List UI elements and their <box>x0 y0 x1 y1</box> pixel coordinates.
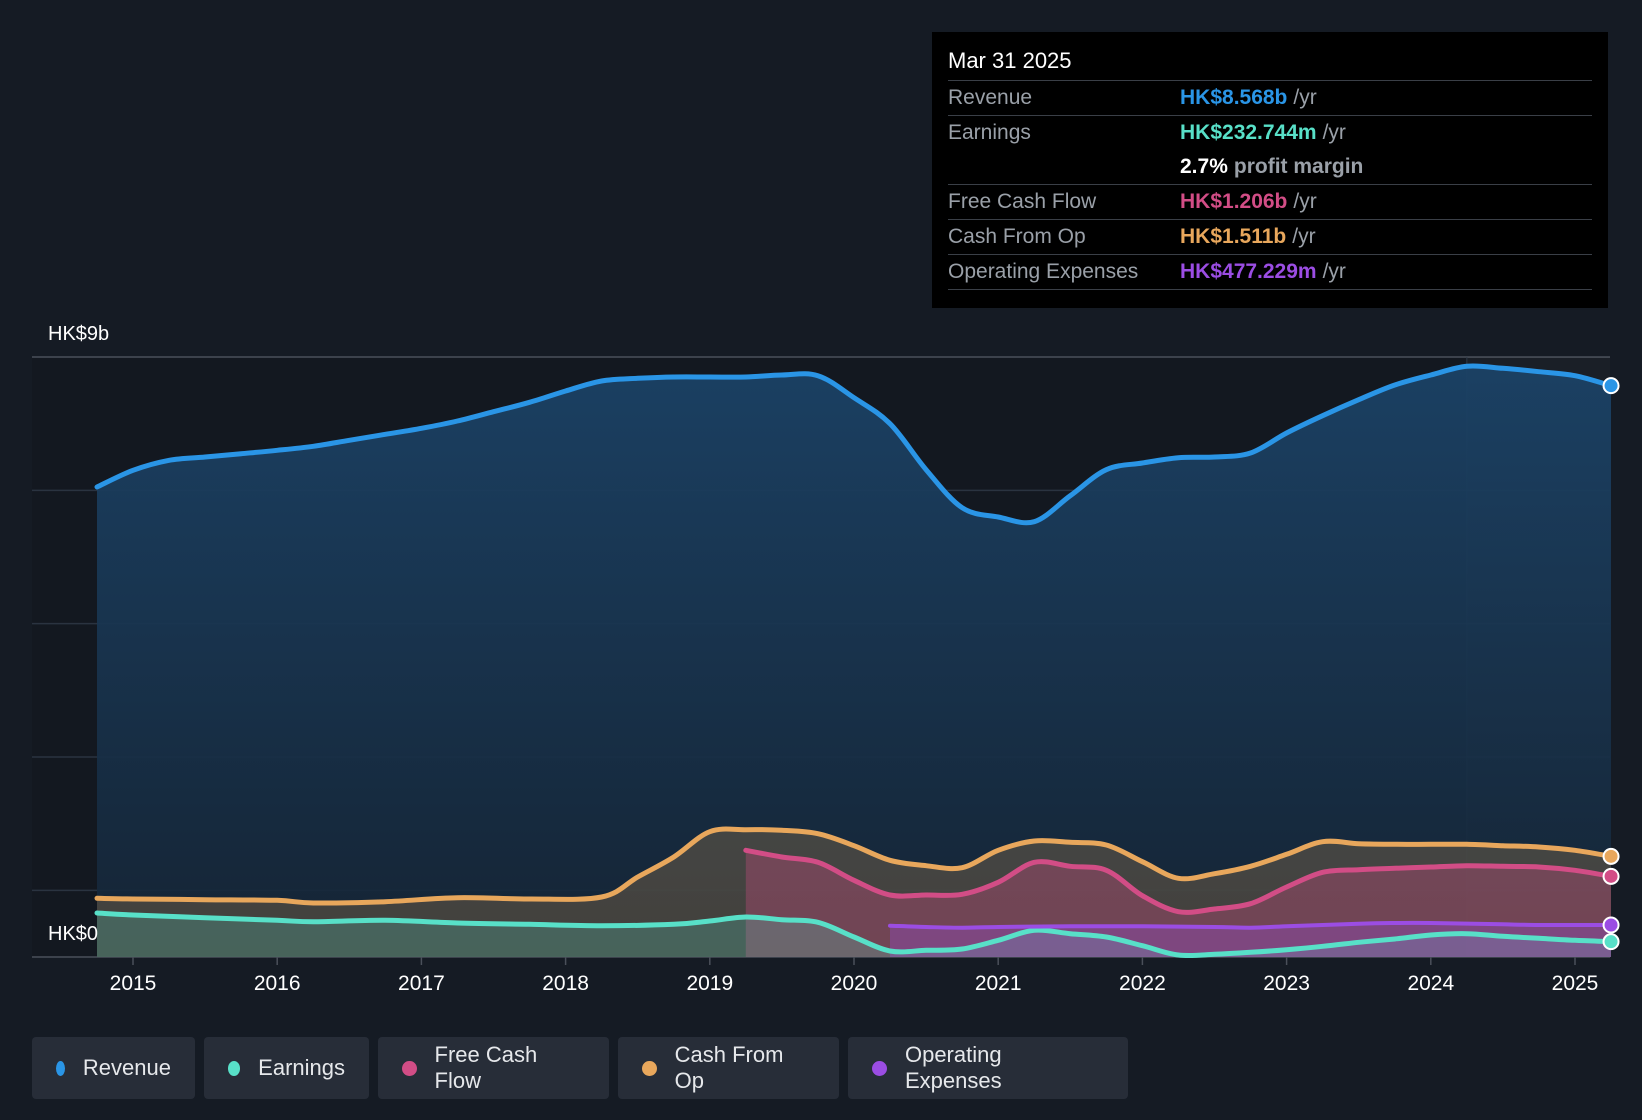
tooltip-unit: /yr <box>1322 121 1346 144</box>
legend-item-operating-expenses[interactable]: Operating Expenses <box>848 1037 1128 1099</box>
revenue-end-marker <box>1602 377 1620 395</box>
tooltip-date: Mar 31 2025 <box>948 46 1592 81</box>
legend-item-revenue[interactable]: Revenue <box>32 1037 195 1099</box>
tooltip-label: Cash From Op <box>948 225 1086 248</box>
operating-expenses-line <box>888 920 1613 930</box>
earnings-line <box>94 910 1614 959</box>
legend-label: Operating Expenses <box>904 1042 1002 1093</box>
legend-item-free-cash-flow[interactable]: Free Cash Flow <box>378 1037 609 1099</box>
x-tick-label: 2020 <box>831 972 878 995</box>
tooltip-value: HK$477.229m <box>1180 260 1317 283</box>
legend: Revenue Earnings Free Cash Flow Cash Fro… <box>32 1037 1128 1099</box>
tooltip-row-profit-margin: 2.7% profit margin <box>948 150 1592 185</box>
x-tick-label: 2018 <box>542 972 589 995</box>
y-axis-top-label: HK$9b <box>48 323 109 345</box>
tooltip-unit: /yr <box>1293 190 1317 213</box>
free-cash-flow-line <box>743 847 1614 915</box>
revenue-line <box>94 363 1614 526</box>
x-tick-label: 2017 <box>398 972 445 995</box>
tooltip-value: HK$232.744m <box>1180 121 1317 144</box>
tooltip-row-operating-expenses: Operating Expenses HK$477.229m /yr <box>948 255 1592 290</box>
tooltip-value: 2.7% <box>1180 155 1228 178</box>
tooltip-unit: profit margin <box>1233 155 1364 178</box>
x-tick-label: 2015 <box>110 972 157 995</box>
x-tick-label: 2024 <box>1407 972 1454 995</box>
x-tick-label: 2016 <box>254 972 301 995</box>
revenue-area <box>97 365 1611 957</box>
tooltip-row-free-cash-flow: Free Cash Flow HK$1.206b /yr <box>948 185 1592 220</box>
tooltip-row-earnings: Earnings HK$232.744m /yr <box>948 116 1592 150</box>
legend-dot-icon <box>56 1060 65 1076</box>
tooltip-unit: /yr <box>1293 86 1317 109</box>
x-tick-label: 2025 <box>1552 972 1599 995</box>
x-tick-label: 2022 <box>1119 972 1166 995</box>
tooltip-row-cash-from-op: Cash From Op HK$1.511b /yr <box>948 220 1592 255</box>
tooltip-label: Revenue <box>948 86 1033 109</box>
y-axis-bottom-label: HK$0 <box>48 923 98 945</box>
legend-label: Free Cash Flow <box>434 1042 538 1093</box>
tooltip-label: Operating Expenses <box>948 260 1139 283</box>
x-axis: 2015 2016 2017 2018 2019 2020 2021 2022 2023 2024… <box>110 957 1599 995</box>
cash-from-op-line <box>94 826 1614 906</box>
free-cash-flow-end-marker <box>1602 867 1620 885</box>
tooltip-unit: /yr <box>1292 225 1316 248</box>
operating-expenses-end-marker <box>1602 916 1620 934</box>
cash-from-op-end-marker <box>1602 847 1620 865</box>
tooltip-value: HK$1.206b <box>1180 190 1288 213</box>
tooltip: Mar 31 2025 Revenue HK$8.568b /yr Earnin… <box>932 32 1608 308</box>
legend-item-cash-from-op[interactable]: Cash From Op <box>618 1037 839 1099</box>
legend-label: Earnings <box>258 1055 345 1080</box>
tooltip-value: HK$8.568b <box>1180 86 1288 109</box>
series-lines <box>94 363 1614 959</box>
x-tick-label: 2023 <box>1263 972 1310 995</box>
legend-item-earnings[interactable]: Earnings <box>204 1037 369 1099</box>
legend-label: Cash From Op <box>674 1042 784 1093</box>
legend-dot-icon <box>642 1060 657 1076</box>
tooltip-unit: /yr <box>1322 260 1346 283</box>
earnings-end-marker <box>1602 933 1620 951</box>
free-cash-flow-area <box>745 850 1611 957</box>
tooltip-label: Free Cash Flow <box>948 190 1097 213</box>
tooltip-label: Earnings <box>948 121 1031 144</box>
end-markers <box>1602 377 1620 951</box>
legend-dot-icon <box>872 1060 887 1076</box>
x-tick-label: 2019 <box>686 972 733 995</box>
legend-dot-icon <box>228 1060 241 1076</box>
legend-label: Revenue <box>82 1055 171 1080</box>
tooltip-value: HK$1.511b <box>1180 225 1287 248</box>
tooltip-row-revenue: Revenue HK$8.568b /yr <box>948 81 1592 116</box>
x-tick-label: 2021 <box>975 972 1022 995</box>
legend-dot-icon <box>402 1060 417 1076</box>
